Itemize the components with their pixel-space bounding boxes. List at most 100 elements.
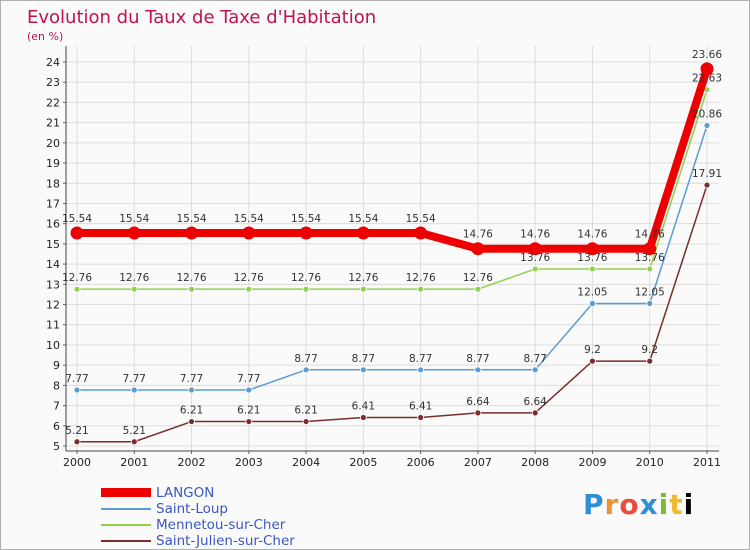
- data-label: 12.76: [62, 272, 92, 284]
- unit-label: (en %): [27, 30, 64, 43]
- y-tick-label: 10: [46, 339, 60, 352]
- chart-title: Evolution du Taux de Taxe d'Habitation: [27, 7, 377, 28]
- series-layer: [70, 62, 714, 446]
- data-point: [130, 438, 138, 446]
- data-label: 13.76: [520, 252, 550, 264]
- data-point: [417, 366, 425, 374]
- data-point: [589, 300, 596, 307]
- data-label: 12.76: [463, 272, 493, 284]
- data-label: 6.21: [237, 405, 260, 417]
- y-tick-label: 5: [53, 440, 60, 453]
- data-point: [188, 418, 195, 425]
- legend-swatch-saint-loup: [101, 508, 151, 510]
- x-tick-label: 2002: [178, 456, 206, 469]
- y-tick-label: 9: [53, 359, 60, 372]
- data-label: 7.77: [123, 373, 146, 385]
- data-point: [302, 366, 310, 374]
- legend-label-saint-loup: Saint-Loup: [156, 501, 228, 517]
- data-label: 6.64: [466, 396, 490, 408]
- legend-label-saint-julien: Saint-Julien-sur-Cher: [156, 533, 295, 549]
- data-label: 12.05: [635, 287, 665, 299]
- series-line: [77, 125, 708, 391]
- data-point: [73, 386, 81, 394]
- data-label: 8.77: [466, 353, 489, 365]
- data-point: [73, 285, 81, 293]
- x-tick-label: 2000: [63, 456, 91, 469]
- data-point: [589, 357, 596, 365]
- x-tick-label: 2008: [521, 456, 549, 469]
- y-tick-label: 14: [46, 258, 60, 271]
- data-point: [359, 366, 367, 374]
- y-tick-label: 11: [46, 319, 60, 332]
- axes: 5 6 7 8 9 10 11 12 13 14 15 16 17 18 19 20 21 22 23 24 2000 2…: [46, 46, 721, 469]
- legend-label-langon: LANGON: [156, 485, 215, 501]
- data-label: 15.54: [291, 213, 321, 225]
- data-label: 15.54: [234, 213, 264, 225]
- series-line: [77, 89, 708, 290]
- data-point: [188, 285, 195, 293]
- series-line: [77, 67, 711, 253]
- y-tick-label: 18: [46, 177, 60, 190]
- data-point: [185, 226, 199, 240]
- data-point: [417, 285, 425, 293]
- data-point: [302, 418, 310, 425]
- data-point: [646, 357, 654, 365]
- data-label: 8.77: [294, 353, 317, 365]
- data-point: [703, 122, 711, 129]
- y-tick-label: 15: [46, 238, 60, 251]
- x-tick-label: 2010: [636, 456, 664, 469]
- data-point: [585, 242, 599, 256]
- data-label: 14.76: [463, 229, 493, 241]
- data-label: 9.2: [584, 344, 601, 356]
- data-point: [646, 300, 654, 307]
- x-tick-label: 2011: [693, 456, 721, 469]
- data-label: 5.21: [123, 425, 146, 437]
- data-point: [188, 386, 195, 394]
- data-point: [299, 226, 313, 240]
- x-tick-label: 2009: [578, 456, 606, 469]
- data-point: [531, 366, 539, 374]
- data-label: 9.2: [641, 344, 658, 356]
- data-label: 23.66: [692, 49, 722, 61]
- data-label: 12.76: [234, 272, 264, 284]
- y-tick-label: 7: [53, 400, 60, 413]
- data-point: [474, 366, 482, 374]
- data-point: [700, 62, 714, 76]
- series-mennetou-sur-cher: [73, 86, 711, 293]
- data-label: 15.54: [406, 213, 436, 225]
- proxiti-logo: Proxiti: [583, 488, 695, 521]
- data-point: [643, 242, 657, 256]
- data-label: 22.63: [692, 73, 722, 85]
- y-tick-label: 20: [46, 137, 60, 150]
- data-label: 6.21: [180, 405, 203, 417]
- data-label: 7.77: [65, 373, 88, 385]
- series-saint-julien-sur-cher: [73, 181, 711, 446]
- y-tick-label: 23: [46, 76, 60, 89]
- legend-swatch-saint-julien: [101, 540, 151, 542]
- data-label: 12.76: [406, 272, 436, 284]
- data-point: [417, 414, 425, 421]
- legend-swatch-mennetou: [101, 524, 151, 526]
- data-point: [414, 226, 428, 240]
- data-label: 8.77: [409, 353, 432, 365]
- grid: [66, 46, 719, 451]
- y-tick-label: 22: [46, 96, 60, 109]
- data-point: [245, 285, 253, 293]
- data-point: [130, 285, 138, 293]
- y-tick-label: 16: [46, 218, 60, 231]
- data-point: [245, 418, 253, 425]
- data-label: 15.54: [119, 213, 149, 225]
- data-point: [528, 242, 542, 256]
- y-tick-label: 12: [46, 299, 60, 312]
- data-point: [356, 226, 370, 240]
- data-point: [359, 414, 367, 421]
- y-tick-label: 6: [53, 420, 60, 433]
- data-point: [359, 285, 367, 293]
- data-label: 6.64: [523, 396, 547, 408]
- data-label: 14.76: [635, 229, 665, 241]
- y-tick-label: 8: [53, 379, 60, 392]
- data-point: [589, 265, 596, 273]
- x-tick-label: 2001: [120, 456, 148, 469]
- data-label: 14.76: [520, 229, 550, 241]
